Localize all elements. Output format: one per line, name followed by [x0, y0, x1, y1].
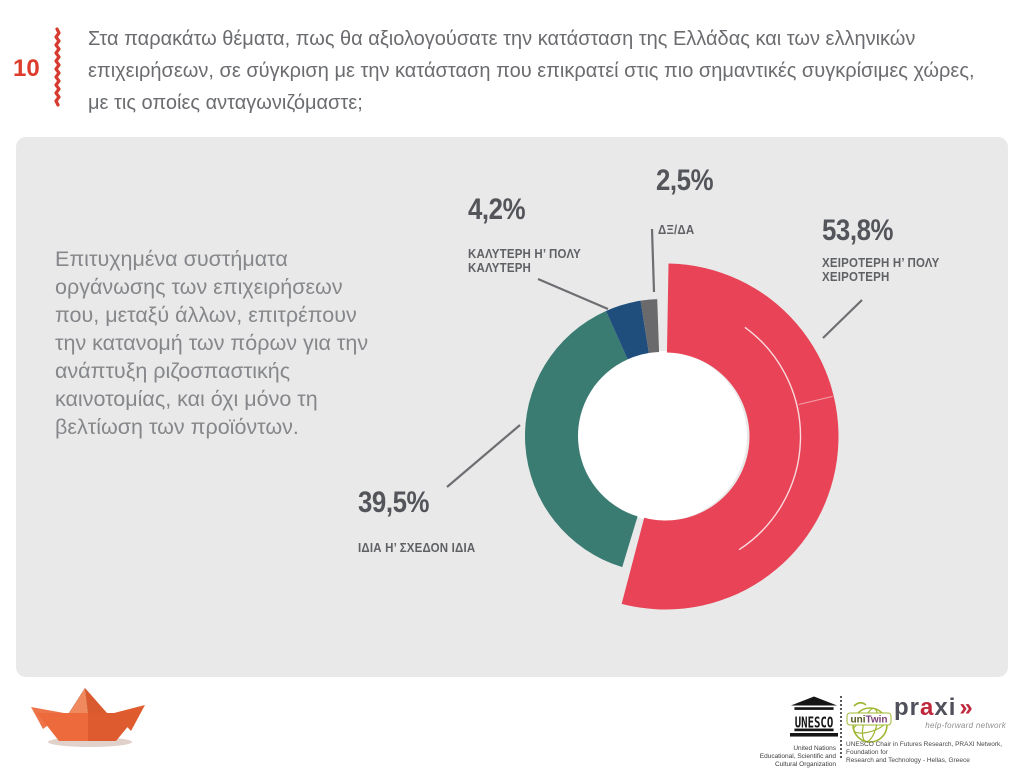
topic-description: Επιτυχημένα συστήματα οργάνωσης των επιχ…: [55, 247, 369, 439]
question-text: Στα παρακάτω θέματα, πως θα αξιολογούσατ…: [88, 28, 975, 114]
svg-text:UNESCO: UNESCO: [795, 715, 833, 732]
callout-pct-dk: 2,5%: [656, 164, 714, 197]
praxi-chevrons-icon: »: [959, 694, 974, 721]
chart-card: Επιτυχημένα συστήματα οργάνωσης των επιχ…: [16, 137, 1008, 677]
paper-boat-logo: [31, 688, 145, 747]
dotted-divider: [840, 696, 842, 758]
praxi-tagline: help-forward network: [925, 721, 1006, 730]
unesco-logo-block: UNESCO United Nations Educational, Scien…: [746, 696, 838, 768]
footer-logos: UNESCO United Nations Educational, Scien…: [746, 694, 1012, 768]
callout-label-dk: ΔΞ/ΔΑ: [658, 223, 695, 237]
callout-label-worse: ΧΕΙΡΟΤΕΡΗ Η’ ΠΟΛΥ ΧΕΙΡΟΤΕΡΗ: [822, 256, 940, 284]
slide-number: 10: [13, 55, 40, 82]
callout-pct-worse: 53,8%: [822, 214, 894, 247]
donut-chart: [446, 228, 863, 610]
callout-label-same: ΙΔΙΑ Η’ ΣΧΕΔΟΝ ΙΔΙΑ: [358, 541, 476, 555]
callout-label-better: ΚΑΛΥΤΕΡΗ Η’ ΠΟΛΥ ΚΑΛΥΤΕΡΗ: [468, 247, 582, 275]
unesco-chair-caption: UNESCO Chair in Futures Research, PRAXI …: [846, 741, 1003, 764]
unitwin-logo: uniTwin: [846, 701, 892, 743]
unesco-caption: United Nations Educational, Scientific a…: [759, 745, 836, 768]
callout-pct-better: 4,2%: [468, 193, 526, 226]
unitwin-uni-text: uni: [850, 715, 865, 726]
praxi-wordmark: praxi»: [894, 694, 974, 721]
unitwin-twin-text: Twin: [865, 715, 887, 726]
svg-text:uniTwin: uniTwin: [850, 715, 887, 726]
praxi-logo: praxi» help-forward network: [894, 694, 1010, 731]
question-accent-line: [54, 27, 61, 107]
callout-pct-same: 39,5%: [358, 486, 430, 519]
unesco-temple-icon: UNESCO: [790, 696, 838, 737]
